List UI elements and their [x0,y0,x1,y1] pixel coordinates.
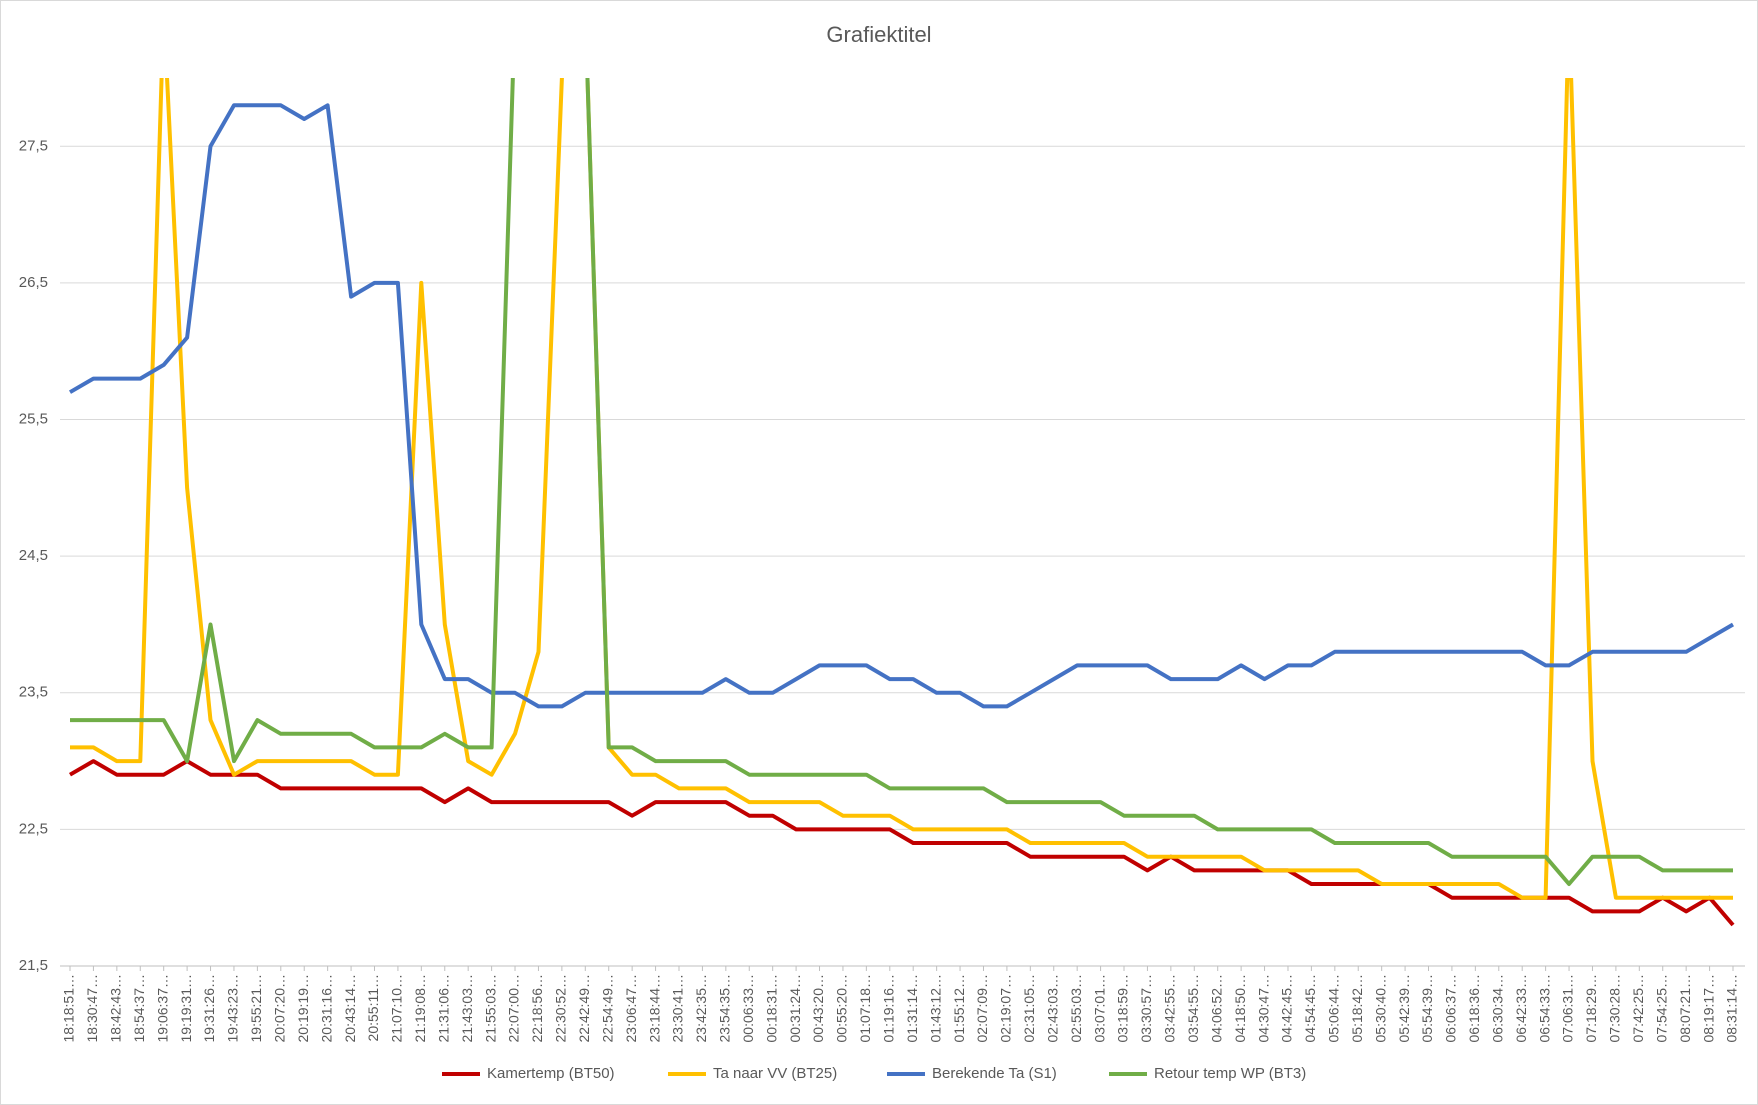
x-tick-label: 03:30:57… [1138,974,1154,1043]
x-tick-label: 23:30:41… [670,974,686,1043]
x-tick-label: 06:18:36… [1466,974,1482,1043]
x-tick-label: 18:30:47… [84,974,100,1043]
legend-label: Ta naar VV (BT25) [713,1065,837,1082]
x-tick-label: 06:06:37… [1443,974,1459,1043]
x-tick-label: 04:06:52… [1208,974,1224,1043]
chart-title: Grafiektitel [826,22,931,47]
x-tick-label: 03:07:01… [1091,974,1107,1043]
x-tick-label: 19:19:31… [178,974,194,1043]
x-tick-label: 21:31:06… [435,974,451,1043]
x-tick-label: 21:07:10… [389,974,405,1043]
legend-label: Kamertemp (BT50) [487,1065,615,1082]
y-tick-label: 22,5 [19,820,48,837]
x-tick-label: 08:07:21… [1677,974,1693,1043]
x-tick-label: 03:54:55… [1185,974,1201,1043]
x-tick-label: 07:54:25… [1653,974,1669,1043]
y-tick-label: 23,5 [19,684,48,701]
x-tick-label: 02:07:09… [974,974,990,1043]
x-tick-label: 02:31:05… [1021,974,1037,1043]
series-line [70,78,1733,886]
x-tick-label: 19:06:37… [154,974,170,1043]
x-tick-label: 23:54:35… [717,974,733,1043]
x-tick-label: 20:31:16… [318,974,334,1043]
x-tick-label: 19:55:21… [248,974,264,1043]
x-tick-label: 22:30:52… [553,974,569,1043]
x-tick-label: 21:55:03… [482,974,498,1043]
x-tick-label: 03:18:59… [1115,974,1131,1043]
x-tick-label: 02:55:03… [1068,974,1084,1043]
x-tick-label: 04:54:45… [1302,974,1318,1043]
x-tick-label: 21:43:03… [459,974,475,1043]
x-tick-label: 21:19:08… [412,974,428,1043]
x-tick-label: 08:31:14… [1724,974,1740,1043]
legend-label: Berekende Ta (S1) [932,1065,1057,1082]
x-tick-label: 00:18:31… [763,974,779,1043]
x-tick-label: 22:07:00… [506,974,522,1043]
x-tick-label: 00:55:20… [834,974,850,1043]
x-tick-label: 18:42:43… [108,974,124,1043]
x-tick-label: 19:43:23… [225,974,241,1043]
x-tick-label: 01:55:12… [951,974,967,1043]
x-tick-label: 23:42:35… [693,974,709,1043]
x-tick-label: 01:31:14… [904,974,920,1043]
x-tick-label: 05:42:39… [1396,974,1412,1043]
x-tick-label: 05:06:44… [1326,974,1342,1043]
x-tick-label: 22:42:49… [576,974,592,1043]
x-tick-label: 20:55:11… [365,974,381,1041]
x-tick-label: 06:30:34… [1489,974,1505,1043]
x-tick-label: 08:19:17… [1700,974,1716,1043]
x-tick-label: 22:54:49… [599,974,615,1043]
x-tick-label: 01:43:12… [927,974,943,1043]
plot-area [68,78,1735,927]
x-tick-label: 07:18:29… [1583,974,1599,1043]
x-tick-label: 07:30:28… [1607,974,1623,1043]
x-tick-label: 05:54:39… [1419,974,1435,1043]
y-tick-label: 26,5 [19,274,48,291]
x-tick-label: 04:30:47… [1255,974,1271,1043]
x-tick-label: 22:18:56… [529,974,545,1043]
x-tick-label: 00:06:33… [740,974,756,1043]
series-line [68,759,1735,927]
y-tick-label: 21,5 [19,957,48,974]
x-tick-label: 01:19:16… [880,974,896,1043]
x-tick-label: 05:30:40… [1372,974,1388,1043]
x-tick-label: 04:18:50… [1232,974,1248,1043]
x-tick-label: 02:43:03… [1044,974,1060,1043]
x-tick-label: 18:18:51… [61,974,77,1043]
x-tick-label: 03:42:55… [1162,974,1178,1043]
series-line [70,78,1733,900]
x-tick-label: 00:31:24… [787,974,803,1043]
x-tick-label: 02:19:07… [998,974,1014,1043]
y-tick-label: 25,5 [19,411,48,428]
legend-label: Retour temp WP (BT3) [1154,1065,1306,1082]
x-tick-label: 23:18:44… [646,974,662,1043]
x-tick-label: 04:42:45… [1279,974,1295,1043]
x-tick-label: 05:18:42… [1349,974,1365,1043]
series-line [68,103,1735,709]
x-tick-label: 06:54:33… [1536,974,1552,1043]
x-tick-label: 00:43:20… [810,974,826,1043]
y-tick-label: 27,5 [19,137,48,154]
x-tick-label: 20:07:20… [272,974,288,1043]
x-tick-label: 20:19:19… [295,974,311,1043]
x-tick-label: 23:06:47… [623,974,639,1043]
y-tick-label: 24,5 [19,547,48,564]
x-tick-label: 01:07:18… [857,974,873,1043]
x-tick-label: 06:42:33… [1513,974,1529,1043]
x-tick-label: 07:42:25… [1630,974,1646,1043]
x-tick-label: 07:06:31… [1560,974,1576,1043]
x-tick-label: 20:43:14… [342,974,358,1043]
x-tick-label: 19:31:26… [201,974,217,1043]
x-tick-label: 18:54:37… [131,974,147,1043]
